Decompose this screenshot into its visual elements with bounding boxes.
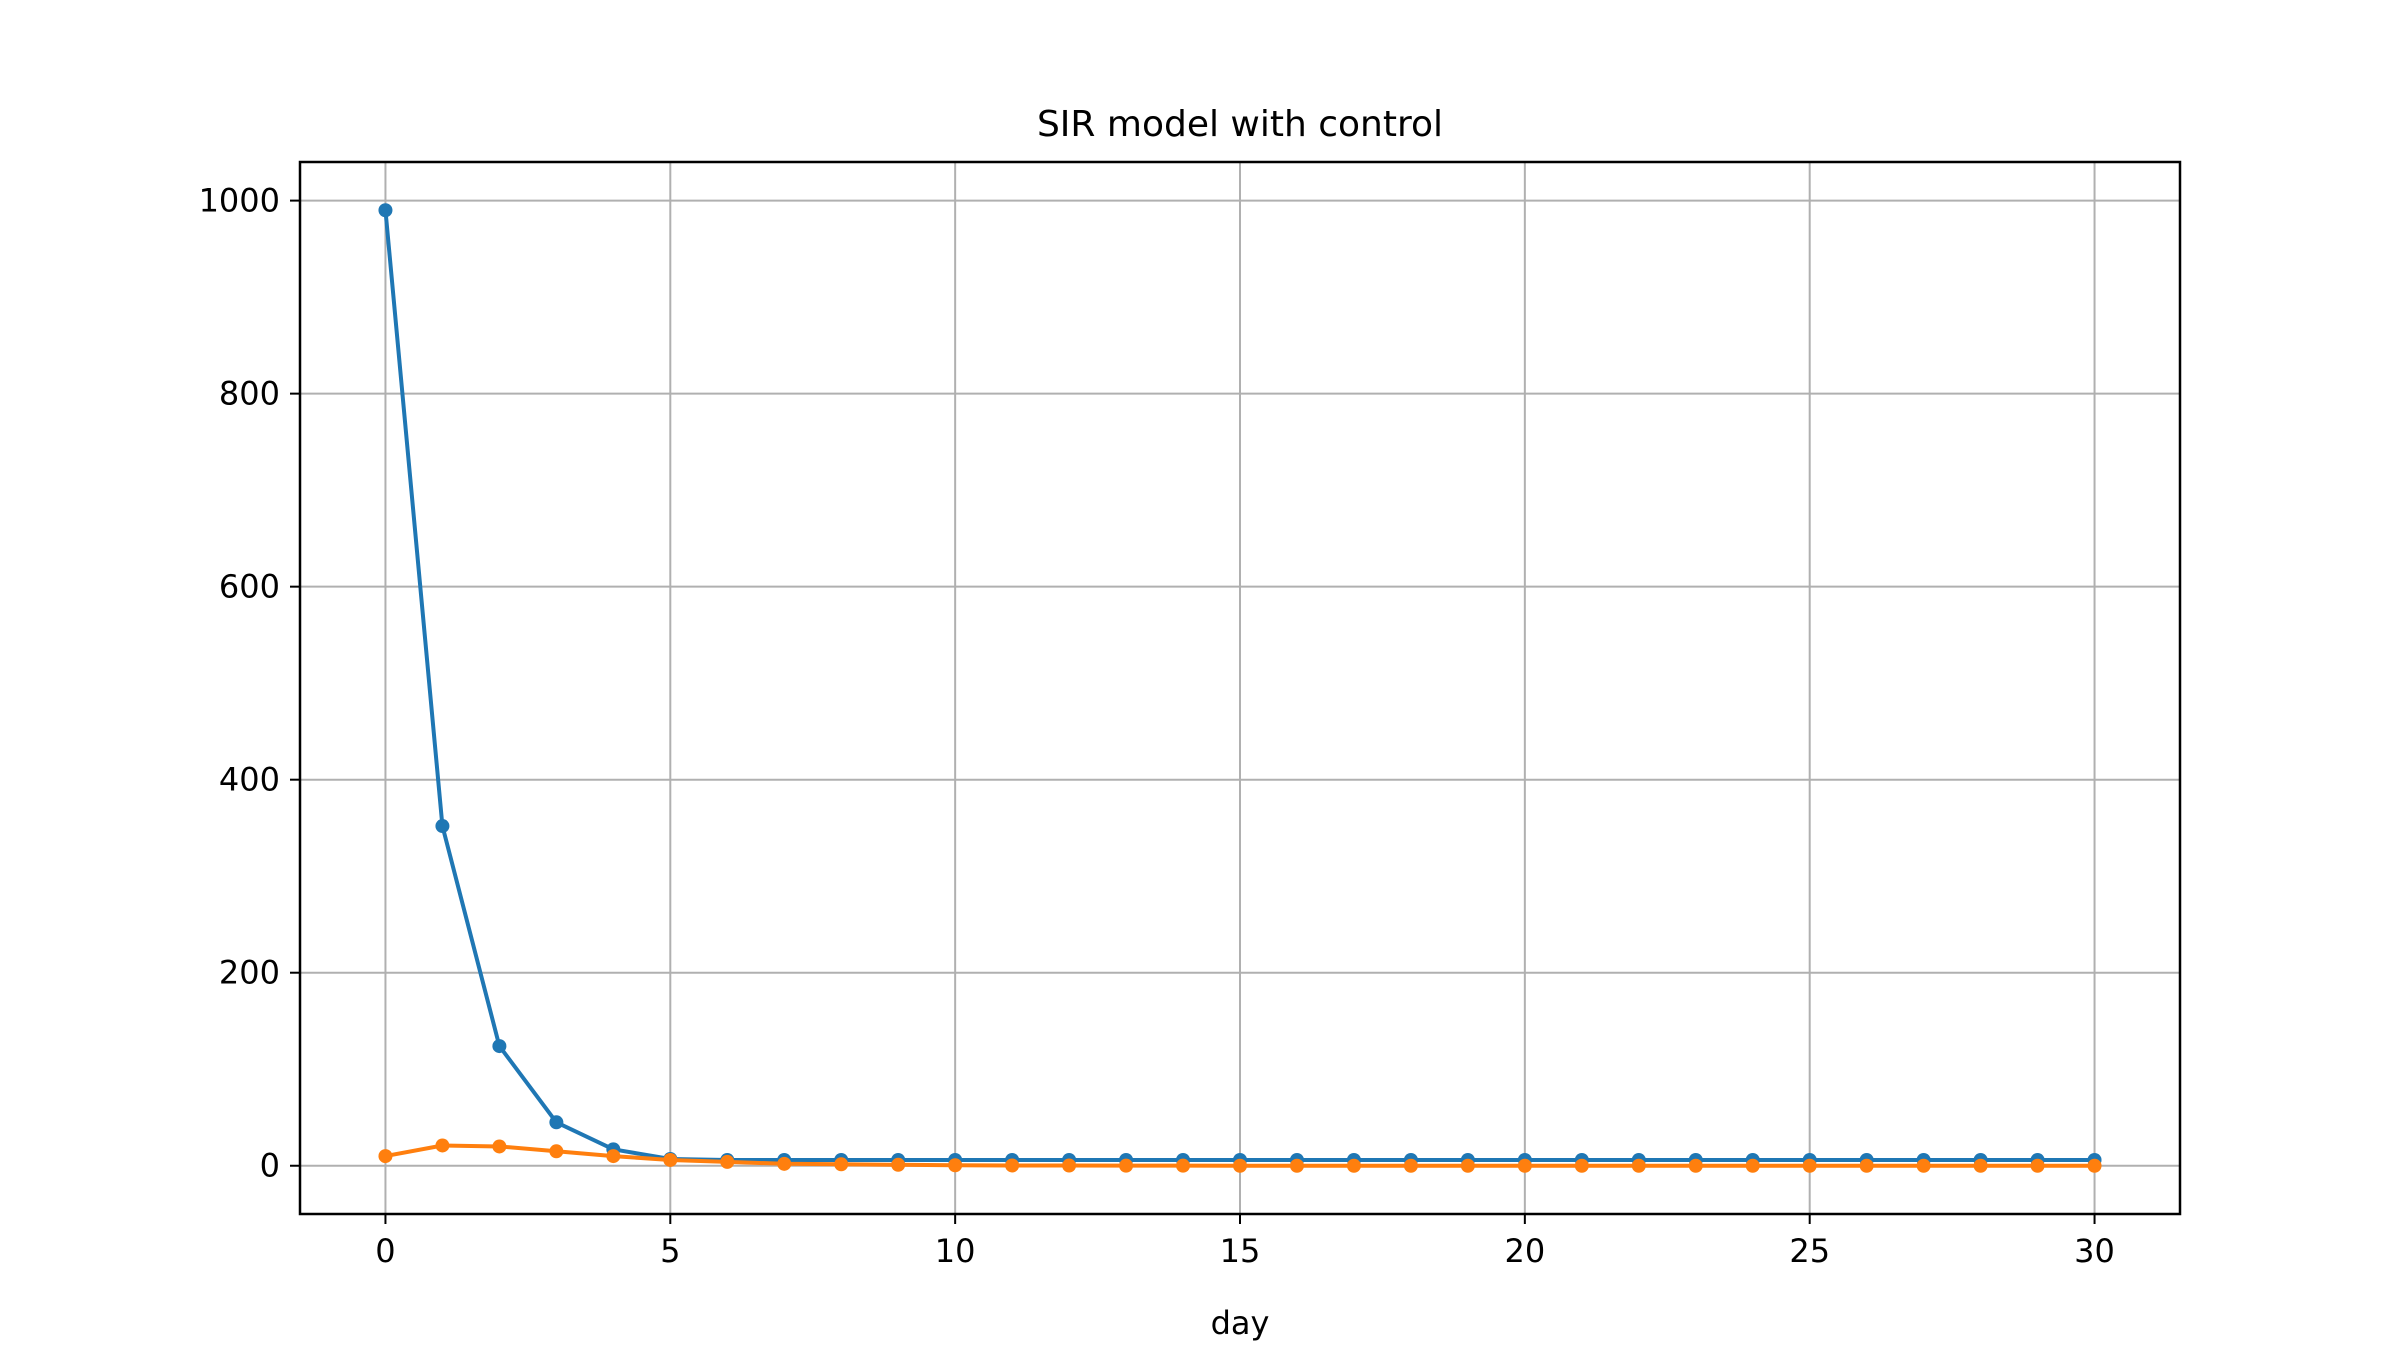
series-2 — [378, 1138, 2102, 1173]
data-point — [606, 1149, 621, 1164]
data-point — [663, 1152, 678, 1167]
data-point — [1745, 1158, 1760, 1173]
data-point — [834, 1157, 849, 1172]
x-tick-label: 25 — [1789, 1232, 1830, 1270]
series-layer — [378, 203, 2102, 1173]
chart-title: SIR model with control — [1037, 104, 1443, 145]
y-axis: 0 200 400 600 800 1000 — [199, 182, 300, 1185]
x-tick-label: 15 — [1220, 1232, 1261, 1270]
data-point — [1062, 1158, 1077, 1173]
data-point — [891, 1157, 906, 1172]
data-point — [1802, 1158, 1817, 1173]
data-point — [549, 1144, 564, 1159]
data-point — [378, 203, 393, 218]
y-tick-label: 800 — [219, 375, 280, 413]
data-point — [1403, 1158, 1418, 1173]
y-tick-label: 1000 — [199, 182, 280, 220]
data-point — [1517, 1158, 1532, 1173]
data-point — [1973, 1158, 1988, 1173]
data-point — [378, 1149, 393, 1164]
data-point — [1289, 1158, 1304, 1173]
y-tick-label: 200 — [219, 954, 280, 992]
x-tick-label: 5 — [660, 1232, 680, 1270]
data-point — [1631, 1158, 1646, 1173]
data-point — [1346, 1158, 1361, 1173]
data-point — [492, 1039, 507, 1054]
data-point — [435, 1138, 450, 1153]
x-tick-label: 10 — [935, 1232, 976, 1270]
data-point — [1005, 1158, 1020, 1173]
data-point — [948, 1158, 963, 1173]
y-tick-label: 0 — [260, 1147, 280, 1185]
data-point — [1460, 1158, 1475, 1173]
y-tick-label: 600 — [219, 568, 280, 606]
x-tick-label: 30 — [2074, 1232, 2115, 1270]
x-tick-label: 20 — [1504, 1232, 1545, 1270]
data-point — [1916, 1158, 1931, 1173]
x-axis-label: day — [1211, 1304, 1270, 1342]
data-point — [2087, 1158, 2102, 1173]
data-point — [2030, 1158, 2045, 1173]
grid — [300, 162, 2180, 1214]
y-tick-label: 400 — [219, 761, 280, 799]
data-point — [549, 1115, 564, 1130]
data-point — [1574, 1158, 1589, 1173]
data-point — [1859, 1158, 1874, 1173]
data-point — [1176, 1158, 1191, 1173]
x-axis: 0 5 10 15 20 25 30 — [375, 1214, 2115, 1270]
x-tick-label: 0 — [375, 1232, 395, 1270]
data-point — [492, 1139, 507, 1154]
data-point — [435, 819, 450, 834]
data-point — [1233, 1158, 1247, 1173]
data-point — [720, 1154, 735, 1169]
data-point — [1119, 1158, 1134, 1173]
data-point — [1688, 1158, 1703, 1173]
data-point — [777, 1156, 792, 1171]
